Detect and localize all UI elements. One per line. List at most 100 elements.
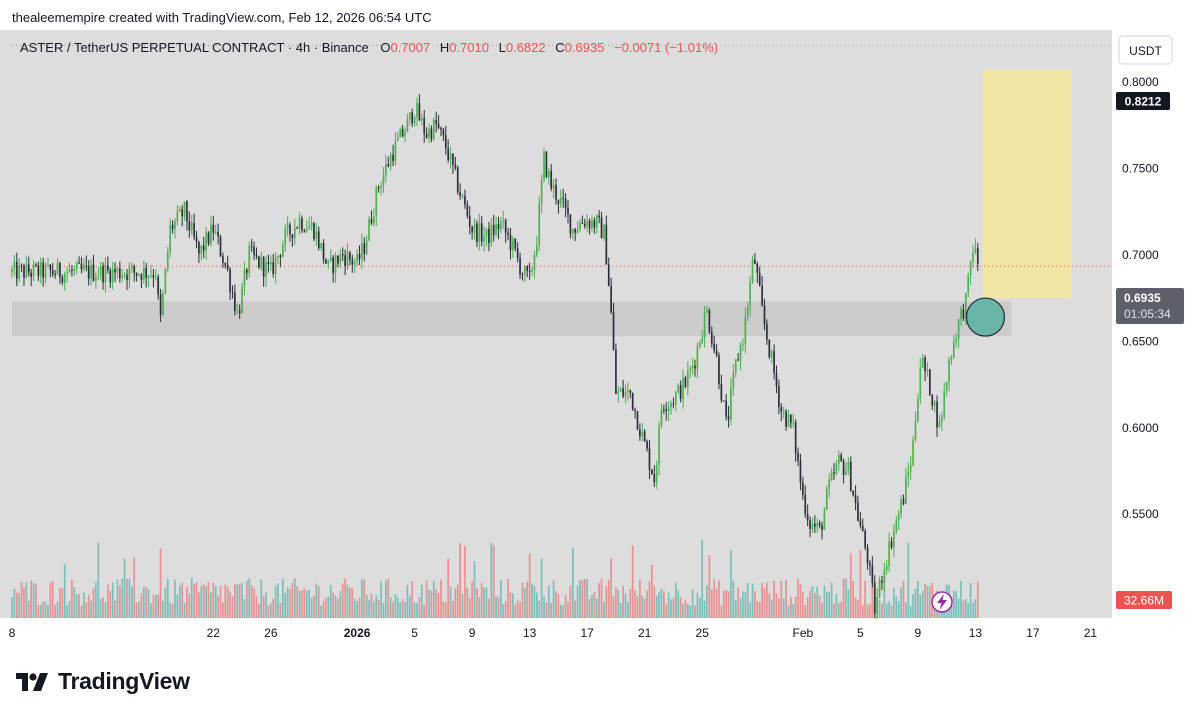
volume-bar bbox=[202, 584, 205, 618]
volume-bar bbox=[902, 580, 905, 618]
chart-panel[interactable]: 0.8000 0.7500 0.7000 0.6500 0.6000 0.5500 8 22… bbox=[0, 30, 1200, 648]
candle-body bbox=[658, 425, 660, 466]
volume-bar bbox=[339, 591, 342, 618]
symbol-text: ASTER / TetherUS PERPETUAL CONTRACT · 4h… bbox=[20, 40, 369, 55]
volume-bar bbox=[51, 580, 54, 618]
candle-body bbox=[766, 324, 768, 340]
volume-bar bbox=[11, 597, 13, 618]
currency-button[interactable]: USDT bbox=[1118, 35, 1173, 65]
volume-bar bbox=[97, 542, 100, 618]
candle-body bbox=[881, 580, 883, 583]
volume-bar bbox=[277, 583, 279, 618]
volume-bar bbox=[135, 602, 138, 618]
volume-bar bbox=[833, 603, 835, 618]
candle-body bbox=[653, 474, 656, 483]
volume-bar bbox=[35, 584, 37, 618]
candle-body bbox=[619, 388, 622, 392]
volume-bar bbox=[334, 595, 337, 618]
volume-bar bbox=[912, 593, 914, 618]
candle-body bbox=[552, 184, 555, 189]
volume-bar bbox=[73, 587, 76, 618]
candle-body bbox=[23, 266, 25, 278]
candle-body bbox=[780, 407, 783, 412]
time-axis[interactable]: 8 22 26 2026 5 9 13 17 21 25 Feb 5 9 13 17 21 bbox=[9, 626, 1098, 640]
candle-body bbox=[964, 292, 967, 319]
volume-bar bbox=[423, 604, 426, 618]
candle-body bbox=[71, 269, 73, 271]
candle-body bbox=[408, 112, 411, 120]
volume-bar bbox=[382, 602, 385, 618]
candle-body bbox=[595, 215, 598, 228]
volume-bar bbox=[547, 585, 550, 618]
volume-bar bbox=[147, 589, 150, 618]
volume-bar bbox=[428, 589, 430, 618]
candle-body bbox=[363, 243, 366, 254]
candle-body bbox=[234, 292, 236, 311]
volume-bar bbox=[861, 605, 864, 618]
volume-bar bbox=[418, 597, 421, 618]
candle-body bbox=[123, 274, 126, 276]
candle-body bbox=[236, 310, 239, 312]
volume-bar bbox=[533, 585, 536, 618]
volume-bar bbox=[840, 601, 843, 618]
volume-bar bbox=[674, 582, 677, 618]
volume-bar bbox=[248, 578, 251, 618]
volume-bar bbox=[818, 595, 821, 618]
volume-bar bbox=[564, 594, 567, 618]
candle-body bbox=[754, 259, 756, 264]
volume-bar bbox=[447, 558, 450, 618]
candle-body bbox=[293, 227, 296, 239]
candle-body bbox=[210, 224, 212, 244]
candle-body bbox=[480, 223, 483, 242]
volume-bar bbox=[718, 580, 720, 618]
volume-bar bbox=[780, 581, 783, 618]
volume-bar bbox=[449, 586, 452, 618]
price-axis[interactable]: 0.8000 0.7500 0.7000 0.6500 0.6000 0.5500 bbox=[1122, 75, 1159, 521]
candle-body bbox=[332, 257, 334, 274]
tradingview-logo-icon bbox=[16, 672, 48, 691]
volume-bar bbox=[775, 593, 778, 618]
volume-bar bbox=[576, 585, 579, 618]
candle-body bbox=[821, 525, 823, 531]
candle-body bbox=[315, 231, 318, 239]
volume-bar bbox=[413, 602, 416, 618]
volume-bar bbox=[377, 600, 380, 618]
candle-body bbox=[727, 416, 730, 420]
chart-canvas[interactable]: 0.8000 0.7500 0.7000 0.6500 0.6000 0.5500 8 22… bbox=[0, 30, 1200, 648]
candle-body bbox=[952, 341, 955, 358]
candle-body bbox=[933, 401, 936, 406]
volume-bar bbox=[595, 598, 598, 618]
volume-bar bbox=[962, 600, 965, 618]
volume-bar bbox=[437, 593, 440, 618]
volume-bar bbox=[468, 597, 471, 618]
volume-bar bbox=[519, 601, 521, 618]
volume-bar bbox=[543, 596, 545, 618]
volume-bar bbox=[512, 593, 514, 618]
candle-body bbox=[27, 264, 30, 273]
candle-body bbox=[686, 371, 689, 387]
volume-bar bbox=[231, 596, 234, 618]
candle-body bbox=[691, 365, 694, 368]
tradingview-logo[interactable]: TradingView bbox=[14, 668, 190, 695]
candle-body bbox=[912, 439, 914, 466]
volume-bar bbox=[478, 597, 481, 618]
volume-bar bbox=[579, 579, 581, 618]
candle-body bbox=[97, 276, 100, 278]
candle-body bbox=[706, 310, 708, 313]
candle-body bbox=[598, 215, 600, 218]
candle-body bbox=[710, 332, 713, 344]
volume-bar bbox=[241, 582, 243, 618]
candle-body bbox=[222, 256, 224, 264]
volume-bar bbox=[670, 599, 672, 618]
volume-bar bbox=[171, 603, 174, 618]
candle-body bbox=[92, 264, 95, 281]
volume-bar bbox=[250, 585, 253, 618]
lightning-icon[interactable] bbox=[931, 591, 953, 613]
volume-bar bbox=[631, 545, 634, 618]
candle-body bbox=[818, 523, 821, 526]
candle-body bbox=[399, 128, 402, 138]
price-tick-label: 0.7000 bbox=[1122, 248, 1159, 262]
candle-body bbox=[893, 531, 895, 548]
volume-bar bbox=[95, 582, 97, 618]
candle-body bbox=[634, 409, 636, 412]
